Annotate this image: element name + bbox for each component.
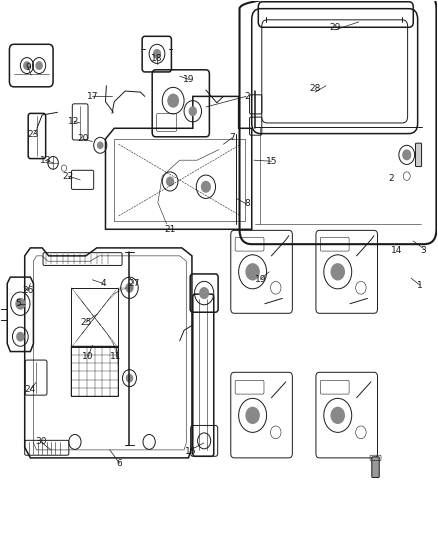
Text: 15: 15 [265,157,277,166]
Text: 30: 30 [35,438,46,447]
Text: 19: 19 [183,75,194,84]
Circle shape [200,288,208,298]
Text: 25: 25 [80,318,92,327]
FancyBboxPatch shape [372,457,379,478]
Text: 9: 9 [25,63,31,71]
Text: 24: 24 [25,385,36,394]
Text: 22: 22 [63,172,74,181]
Circle shape [166,177,173,185]
Circle shape [246,264,259,280]
Circle shape [16,298,25,309]
Circle shape [246,407,259,423]
Text: 2: 2 [244,92,250,101]
Text: 14: 14 [391,246,402,255]
Text: 10: 10 [82,352,94,361]
Text: 11: 11 [110,352,121,361]
Text: 26: 26 [22,286,33,295]
Text: 29: 29 [329,23,340,32]
Circle shape [127,374,133,382]
Text: 4: 4 [100,279,106,288]
Circle shape [36,62,42,69]
Text: 17: 17 [87,92,98,101]
Text: 5: 5 [15,299,21,308]
FancyBboxPatch shape [416,143,422,166]
Text: 28: 28 [309,84,321,93]
Circle shape [168,94,178,107]
Circle shape [17,333,24,341]
Text: 23: 23 [28,130,39,139]
Circle shape [126,284,133,292]
Text: 19: 19 [255,274,266,284]
Circle shape [24,62,30,69]
Circle shape [98,142,103,149]
Circle shape [201,181,210,192]
Circle shape [189,107,196,116]
Text: 27: 27 [128,279,140,288]
Text: 18: 18 [151,54,163,62]
Circle shape [331,264,344,280]
Text: 20: 20 [77,134,88,143]
Text: 8: 8 [244,199,250,208]
Text: 1: 1 [417,280,423,289]
Text: 7: 7 [229,133,235,142]
Circle shape [331,407,344,423]
Text: 3: 3 [420,246,426,255]
Circle shape [403,150,411,160]
Text: 13: 13 [39,156,51,165]
Text: 12: 12 [68,117,80,126]
Text: 16: 16 [185,447,196,456]
Text: 21: 21 [164,225,176,234]
Circle shape [153,50,160,58]
Text: 2: 2 [389,174,394,183]
Text: 6: 6 [117,459,122,467]
